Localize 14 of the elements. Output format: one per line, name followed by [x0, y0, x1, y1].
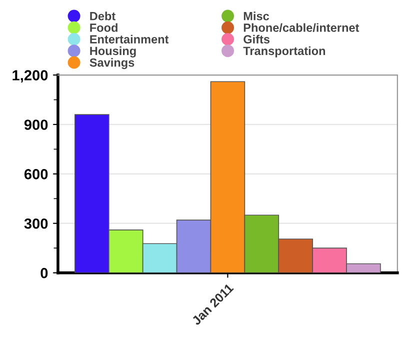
legend-label: Debt: [90, 12, 116, 20]
y-tick-label: 0: [40, 268, 48, 278]
legend-label: Gifts: [244, 34, 270, 44]
legend-label: Savings: [90, 58, 134, 70]
y-tick-label: 300: [24, 218, 48, 229]
legend-label: Phone/cable/internet: [244, 23, 360, 32]
legend-label: Misc: [244, 12, 270, 20]
legend-label: Entertainment: [90, 34, 169, 44]
legend-label: Transportation: [243, 46, 326, 58]
y-tick-label: 600: [24, 169, 48, 180]
legend-label: Food: [90, 23, 118, 32]
legend-label: Housing: [90, 46, 136, 58]
y-tick-label: 1,200: [12, 70, 48, 83]
y-tick-label: 900: [24, 120, 48, 130]
